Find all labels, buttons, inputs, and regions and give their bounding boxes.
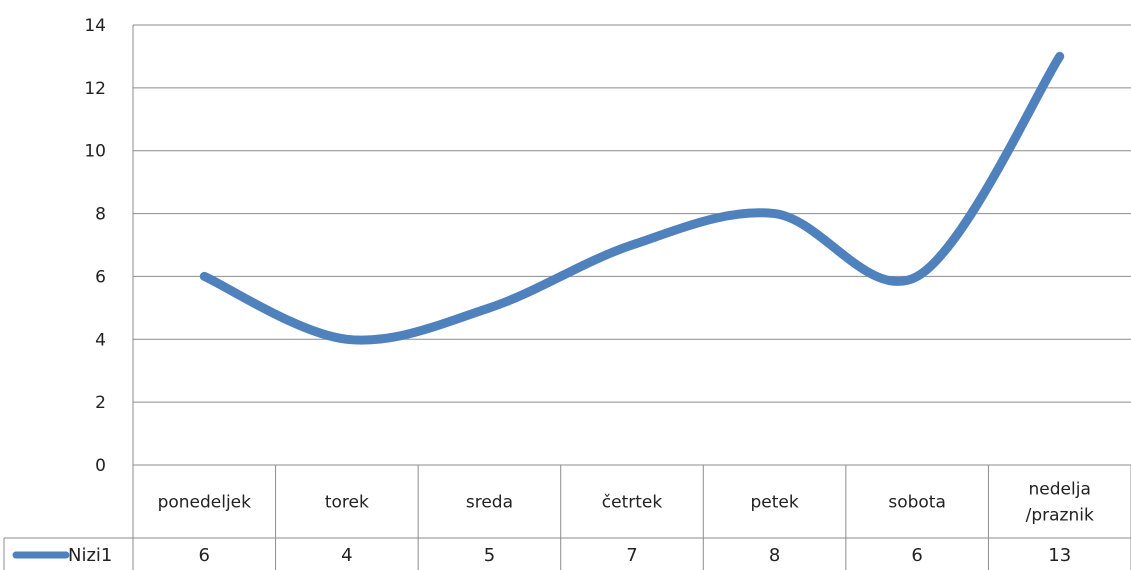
y-tick-label: 4 (95, 330, 106, 350)
legend-label: Nizi1 (68, 545, 112, 566)
category-label: ponedeljek (158, 493, 252, 513)
table-value: 4 (341, 545, 352, 566)
category-label: torek (325, 493, 369, 513)
gridlines (132, 24, 1131, 570)
y-tick-label: 12 (84, 79, 106, 99)
category-label: nedelja (1029, 480, 1091, 500)
y-tick-label: 2 (95, 393, 106, 413)
y-axis-ticks: 0 2 4 6 8 10 12 14 (84, 16, 106, 476)
category-label: sreda (466, 493, 513, 513)
table-value: 6 (911, 545, 922, 566)
y-tick-label: 10 (84, 142, 106, 162)
series-line (199, 51, 1065, 345)
series-layer (199, 51, 1065, 345)
y-tick-label: 6 (95, 267, 106, 287)
category-label: petek (750, 493, 798, 513)
y-tick-label: 0 (95, 456, 106, 476)
category-label: /praznik (1026, 506, 1094, 526)
table-value: 5 (484, 545, 495, 566)
y-tick-label: 14 (84, 16, 106, 36)
table-value: 7 (626, 545, 637, 566)
data-table: ponedeljek torek sreda četrtek petek sobota ne… (3, 465, 1131, 570)
y-tick-label: 8 (95, 205, 106, 225)
table-value: 13 (1048, 545, 1071, 566)
table-value: 8 (769, 545, 780, 566)
category-label: sobota (888, 493, 946, 513)
table-value: 6 (199, 545, 210, 566)
category-label: četrtek (602, 493, 663, 513)
